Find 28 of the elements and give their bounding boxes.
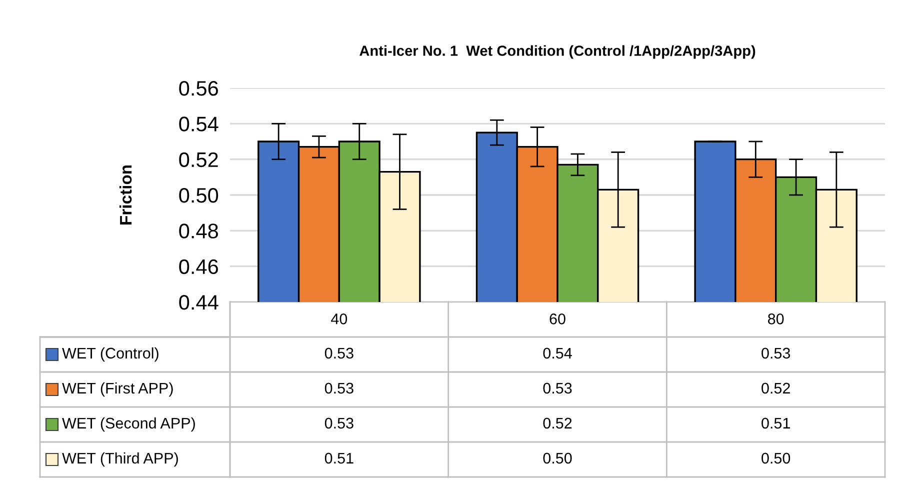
y-tick-label: 0.50 (179, 188, 218, 203)
data-label: 0.53 (324, 418, 354, 429)
chart-title: Anti-Icer No. 1 Wet Condition (Control /1App/2App/3App) (360, 45, 756, 59)
y-tick-label: 0.46 (179, 259, 218, 274)
x-tick-label: 60 (550, 314, 566, 324)
y-tick-label: 0.54 (179, 116, 218, 132)
legend-label: WET (Second APP) (62, 417, 195, 432)
y-axis-title: Friction (119, 165, 132, 224)
y-tick-label: 0.52 (179, 152, 218, 168)
data-label: 0.51 (324, 452, 354, 464)
data-label: 0.53 (324, 348, 354, 359)
legend-label: WET (Third APP) (62, 452, 178, 467)
y-tick-label: 0.56 (179, 81, 218, 96)
data-label: 0.52 (762, 382, 790, 394)
x-tick-label: 40 (331, 314, 348, 324)
legend-label: WET (Control) (62, 347, 158, 362)
legend-label: WET (First APP) (62, 382, 173, 397)
data-label: 0.53 (324, 382, 354, 394)
data-label: 0.52 (543, 418, 572, 429)
data-label: 0.54 (543, 348, 572, 359)
data-label: 0.51 (762, 418, 790, 429)
y-tick-label: 0.44 (179, 295, 218, 310)
data-label: 0.53 (543, 382, 572, 394)
data-label: 0.50 (543, 452, 572, 464)
x-tick-label: 80 (768, 314, 784, 324)
data-label: 0.53 (762, 348, 790, 359)
y-tick-label: 0.48 (179, 224, 218, 238)
data-label: 0.50 (762, 452, 790, 464)
